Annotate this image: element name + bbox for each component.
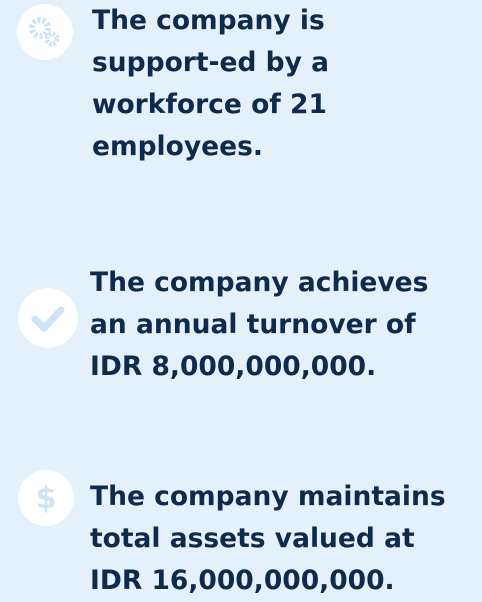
text-line: an annual turnover of [90, 309, 416, 340]
text-line: total assets valued at [90, 523, 415, 554]
info-text: The company is support-ed by a workforce o… [92, 0, 329, 168]
dollar-icon: $ [18, 470, 74, 526]
text-line: The company is [92, 5, 325, 36]
text-line: The company maintains [90, 481, 446, 512]
text-line: IDR 8,000,000,000. [90, 351, 377, 382]
gears-icon [17, 4, 73, 60]
text-line: support-ed by a [92, 47, 330, 78]
svg-text:$: $ [36, 481, 57, 516]
check-icon [18, 288, 78, 348]
info-text: The company maintains total assets valued… [90, 476, 446, 602]
info-text: The company achieves an annual turnover o… [90, 262, 428, 388]
text-line: IDR 16,000,000,000. [90, 565, 395, 596]
text-line: workforce of 21 [92, 89, 327, 120]
text-line: The company achieves [90, 267, 429, 298]
text-line: employees. [92, 131, 263, 162]
